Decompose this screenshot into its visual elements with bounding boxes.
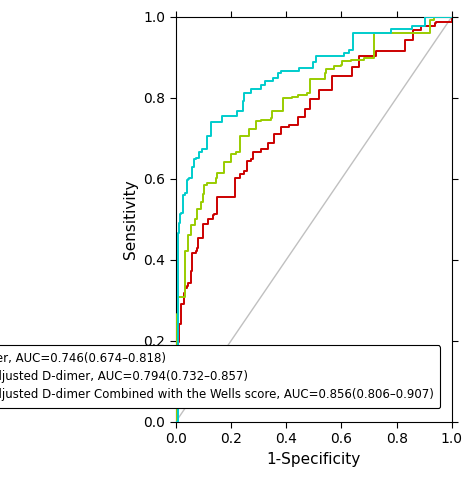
- Line: D-dimer, AUC=0.746(0.674–0.818): D-dimer, AUC=0.746(0.674–0.818): [176, 17, 452, 422]
- Age-adjusted D-dimer, AUC=0.794(0.732–0.857): [348, 57, 354, 63]
- Age-adjusted D-dimer Combined with the Wells score, AUC=0.856(0.806–0.907): [195, 155, 201, 161]
- D-dimer, AUC=0.746(0.674–0.818): [265, 146, 271, 152]
- Age-adjusted D-dimer Combined with the Wells score, AUC=0.856(0.806–0.907): [422, 14, 428, 20]
- Age-adjusted D-dimer Combined with the Wells score, AUC=0.856(0.806–0.907): [343, 50, 349, 56]
- Age-adjusted D-dimer, AUC=0.794(0.732–0.857): [173, 419, 179, 425]
- Age-adjusted D-dimer Combined with the Wells score, AUC=0.856(0.806–0.907): [241, 90, 246, 96]
- D-dimer, AUC=0.746(0.674–0.818): [258, 150, 264, 155]
- D-dimer, AUC=0.746(0.674–0.818): [432, 20, 438, 25]
- Age-adjusted D-dimer, AUC=0.794(0.732–0.857): [431, 14, 437, 20]
- Line: Age-adjusted D-dimer Combined with the Wells score, AUC=0.856(0.806–0.907): Age-adjusted D-dimer Combined with the W…: [176, 17, 452, 422]
- Age-adjusted D-dimer, AUC=0.794(0.732–0.857): [259, 118, 264, 124]
- Age-adjusted D-dimer Combined with the Wells score, AUC=0.856(0.806–0.907): [273, 76, 278, 81]
- Age-adjusted D-dimer Combined with the Wells score, AUC=0.856(0.806–0.907): [445, 14, 450, 20]
- D-dimer, AUC=0.746(0.674–0.818): [449, 14, 455, 20]
- Y-axis label: Sensitivity: Sensitivity: [123, 179, 138, 259]
- D-dimer, AUC=0.746(0.674–0.818): [201, 221, 207, 227]
- Age-adjusted D-dimer Combined with the Wells score, AUC=0.856(0.806–0.907): [252, 86, 257, 92]
- Age-adjusted D-dimer, AUC=0.794(0.732–0.857): [449, 14, 455, 20]
- D-dimer, AUC=0.746(0.674–0.818): [374, 48, 380, 54]
- Age-adjusted D-dimer, AUC=0.794(0.732–0.857): [246, 133, 251, 139]
- Age-adjusted D-dimer, AUC=0.794(0.732–0.857): [445, 14, 450, 20]
- Age-adjusted D-dimer, AUC=0.794(0.732–0.857): [282, 96, 287, 101]
- Age-adjusted D-dimer Combined with the Wells score, AUC=0.856(0.806–0.907): [173, 419, 179, 425]
- Age-adjusted D-dimer Combined with the Wells score, AUC=0.856(0.806–0.907): [449, 14, 455, 20]
- D-dimer, AUC=0.746(0.674–0.818): [173, 419, 179, 425]
- Line: Age-adjusted D-dimer, AUC=0.794(0.732–0.857): Age-adjusted D-dimer, AUC=0.794(0.732–0.…: [176, 17, 452, 422]
- X-axis label: 1-Specificity: 1-Specificity: [267, 452, 361, 467]
- D-dimer, AUC=0.746(0.674–0.818): [283, 124, 289, 130]
- Age-adjusted D-dimer, AUC=0.794(0.732–0.857): [205, 180, 211, 185]
- D-dimer, AUC=0.746(0.674–0.818): [449, 14, 455, 20]
- Legend: D-dimer, AUC=0.746(0.674–0.818), Age-adjusted D-dimer, AUC=0.794(0.732–0.857), A: D-dimer, AUC=0.746(0.674–0.818), Age-adj…: [0, 345, 440, 408]
